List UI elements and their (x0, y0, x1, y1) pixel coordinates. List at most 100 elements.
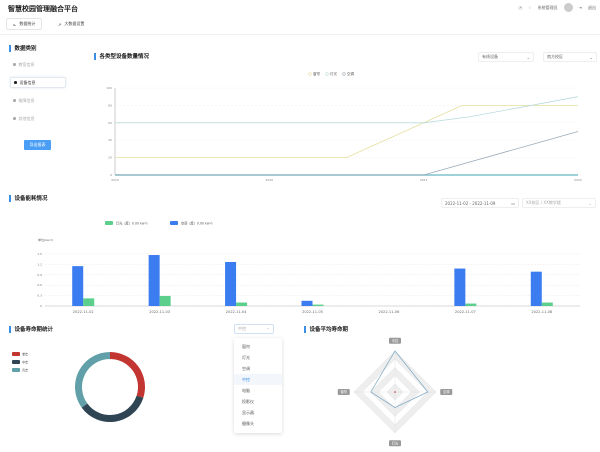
radar-label-bg (440, 389, 453, 395)
bar (236, 302, 248, 306)
legend-label: 空调 (347, 71, 355, 76)
bar (148, 255, 160, 306)
radar-label: 空调 (443, 389, 450, 394)
y-tick-label: 0 (40, 304, 42, 308)
y-tick-label: 1.2 (37, 262, 42, 266)
legend-marker (308, 72, 312, 76)
legend-marker (325, 72, 329, 76)
tab-bigdata-settings[interactable]: ⇗ 大数据设置 (58, 21, 85, 27)
dropdown-option[interactable]: 灯光 (242, 355, 250, 360)
chevron-down-icon: ⌄ (526, 54, 530, 60)
legend-label: 灯光（度）0.00 kw·h (116, 220, 148, 225)
legend-marker (342, 72, 346, 76)
dropdown-option[interactable]: 电脑 (242, 388, 250, 393)
x-tick-label: 2022-11-04 (226, 310, 248, 314)
calendar-icon: ▭ (511, 200, 515, 206)
dropdown-option[interactable]: 中控 (234, 374, 282, 385)
bar (541, 302, 553, 306)
radar-label-bg (337, 389, 350, 395)
avatar[interactable] (563, 3, 573, 12)
radar-label: 中控 (392, 338, 399, 343)
sidebar-item-classroom[interactable]: 教室信息 (10, 59, 66, 70)
x-tick-label: 2021 (420, 178, 428, 182)
device-dropdown-menu: 窗帘灯光空调中控电脑投影仪显示器摄像头 (234, 338, 282, 433)
energy-bar-chart: 单位(kw·h) 0 0.3 0.6 0.9 1.2 1.5 2022-11-02 2022-1… (37, 220, 580, 314)
y-axis-unit: 单位(kw·h) (38, 237, 53, 242)
bar (530, 271, 542, 306)
app-title: 智慧校园管理融合平台 (8, 5, 78, 13)
legend-swatch (12, 368, 20, 372)
sidebar-title: 数据类别 (9, 44, 37, 52)
x-tick-label: 2022-11-05 (302, 310, 323, 314)
x-tick-label: 2022-11-03 (149, 310, 170, 314)
share-icon: ⇗ (58, 21, 62, 27)
legend-label: 窗帘 (313, 71, 321, 76)
dropdown-option[interactable]: 显示器 (242, 410, 254, 415)
dropdown-option[interactable]: 窗帘 (242, 344, 250, 349)
legend-swatch (170, 221, 178, 225)
header-actions: ◷ ♢ 系统管理员 ⇥ 退出 (519, 3, 596, 12)
dropdown-option[interactable]: 空调 (242, 366, 250, 371)
location-cascader[interactable]: XX校区 / XX教学楼 ⌄ (522, 198, 596, 208)
donut-slice (81, 395, 144, 422)
x-tick-label: 2020 (266, 178, 274, 182)
divider (0, 34, 600, 35)
device-type-select[interactable]: 有线设备 ⌄ (478, 52, 534, 62)
sidebar-item-fault[interactable]: 故障信息 (10, 95, 66, 106)
chevron-up-icon: ⌃ (266, 326, 270, 332)
export-report-button[interactable]: 导出报表 (24, 140, 51, 150)
device-select[interactable]: 中控 ⌃ (234, 324, 274, 334)
radar-label-bg (389, 440, 401, 447)
series-line (115, 105, 578, 159)
logout-icon[interactable]: ⇥ (578, 5, 582, 10)
y-tick-label: 40 (108, 138, 112, 142)
y-tick-label: 20 (108, 156, 112, 160)
radar-series (370, 350, 429, 408)
dropdown-option[interactable]: 摄像头 (242, 421, 254, 426)
x-tick-label: 2019 (111, 178, 119, 182)
bar (225, 261, 237, 306)
device-count-title: 各类型设备数量情况 (94, 52, 150, 60)
y-tick-label: 80 (108, 103, 112, 107)
dropdown-option[interactable]: 投影仪 (242, 399, 254, 404)
series-line (115, 131, 579, 176)
radar-label-bg (389, 337, 401, 344)
date-range-picker[interactable]: 2022-11-02 - 2022-11-09 ▭ (441, 198, 519, 208)
legend-swatch (12, 352, 20, 356)
sidebar-item-device[interactable]: 设备信息 (10, 77, 66, 88)
tab-data-stats[interactable]: ⊾ 数据统计 (6, 18, 43, 30)
series-line (115, 96, 579, 124)
clock-icon[interactable]: ◷ (518, 5, 523, 10)
radar-label: 窗帘 (340, 389, 347, 394)
x-tick-label: 2022-11-02 (73, 310, 94, 314)
bar (465, 303, 477, 306)
legend-label: 青年 (22, 367, 29, 372)
lifecycle-title: 设备寿命期统计 (9, 325, 54, 333)
y-tick-label: 0.9 (37, 273, 42, 277)
bar (72, 266, 84, 306)
x-tick-label: 2022-11-07 (455, 310, 476, 314)
campus-select[interactable]: 南方校区 ⌄ (543, 52, 597, 62)
y-tick-label: 1.5 (37, 252, 42, 256)
legend-swatch (12, 360, 20, 364)
logout-link[interactable]: 退出 (588, 4, 596, 10)
legend-swatch (105, 221, 113, 225)
x-tick-label: 2022 (574, 178, 582, 182)
energy-title: 设备能耗情况 (9, 194, 48, 202)
y-tick-label: 100 (106, 86, 112, 90)
x-tick-label: 2022-11-08 (531, 310, 553, 314)
donut-slice (75, 352, 110, 408)
bar (312, 304, 324, 306)
y-tick-label: 0 (110, 173, 112, 177)
user-name: 系统管理员 (537, 4, 558, 10)
y-tick-label: 0.6 (37, 283, 42, 287)
legend-label: 老年 (22, 351, 29, 356)
legend-label: 空调（度）0.00 kw·h (181, 220, 213, 225)
chart-icon: ⊾ (13, 21, 17, 27)
sidebar-item-other[interactable]: 其他信息 (10, 113, 66, 124)
bar (301, 300, 313, 306)
bar (159, 295, 171, 306)
bell-icon[interactable]: ♢ (528, 5, 532, 10)
